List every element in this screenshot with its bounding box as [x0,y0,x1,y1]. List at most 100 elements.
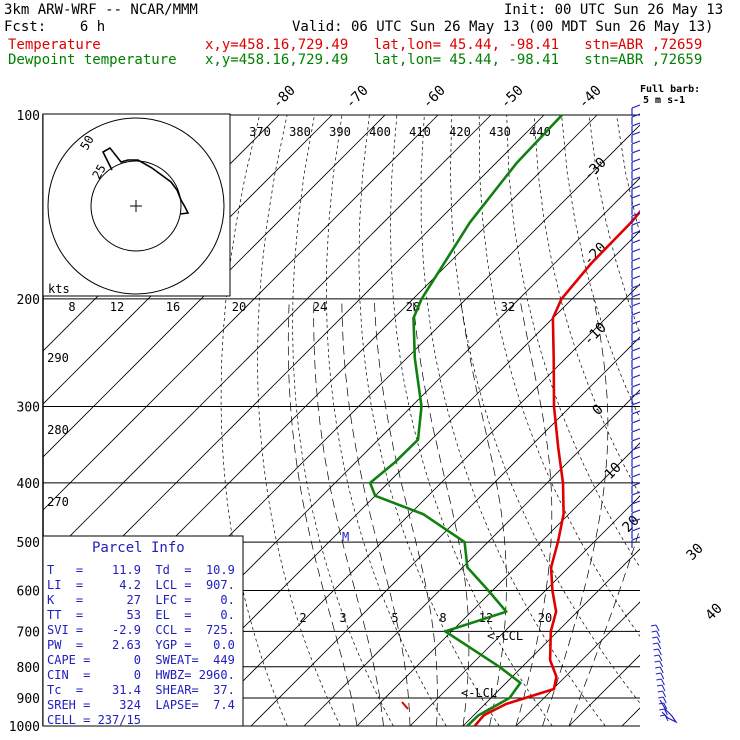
hodograph-units: kts [48,282,70,296]
wind-barb-flag [658,696,664,699]
forecast-hour: Fcst: 6 h [4,19,106,35]
wind-barb-flag [631,185,641,190]
mixing-ratio-label: 2 [299,611,306,625]
isotherm-tick-label: 30 [684,541,707,564]
wind-barb [656,630,661,638]
dry-adiabat [506,114,640,569]
wind-barb-flag [656,684,663,687]
wind-barb-flag [653,654,660,657]
valid-time: Valid: 06 UTC Sun 26 May 13 (00 MDT Sun … [292,19,714,35]
theta-e-label: 400 [369,125,391,139]
dewpoint-profile [368,114,563,726]
theta-e-label: 430 [489,125,511,139]
wind-barb-flag [631,491,641,496]
wind-barb-flag [631,518,641,523]
mixing-ratio-label: 20 [538,611,552,625]
wind-barb-flag [631,464,641,469]
isotherm-line [43,114,386,458]
wind-barb-flag [631,419,641,424]
wind-barb-flag [631,329,641,334]
wind-barb-flag [631,104,641,109]
moist-adiabat [313,298,384,726]
mixing-ratio-label: 8 [439,611,446,625]
parcel-row: TT = 53 EL = 0. [47,608,235,622]
wind-barb [657,642,662,650]
isotherm-line [43,114,545,617]
wind-barb-flag [658,702,664,705]
isotherm-tick-label: -30 [581,155,610,184]
isotherm-line [356,442,640,726]
mixing-ratio-label: 32 [501,300,515,314]
pressure-tick-label: 500 [17,536,40,551]
dry-adiabat [358,114,500,726]
pressure-tick-label: 800 [17,661,40,676]
temperature-location: x,y=458.16,729.49 lat,lon= 45.44, -98.41… [205,37,703,53]
isotherm-tick-label: 20 [620,513,643,536]
mixing-ratio-label: 24 [313,300,327,314]
wind-barb-flag [631,374,641,379]
isotherm-tick-label: -80 [270,83,299,112]
parcel-row: SVI = -2.9 CCL = 725. [47,623,235,637]
moist-adiabat [542,298,609,726]
wind-barb [660,678,665,686]
pressure-tick-label: 300 [17,401,40,416]
wind-barb-flag [631,239,641,244]
wind-barb-flag [654,660,660,663]
theta-e-label: 420 [449,125,471,139]
wind-barb-flag [631,158,641,163]
wind-barb [663,708,668,716]
isotherm-line [462,548,640,726]
ccl-marker: <-CCL [487,629,523,643]
temperature-legend: Temperature [8,37,101,53]
wind-barb-flag [631,230,641,235]
dry-adiabat [699,115,740,726]
isotherm-line [409,495,640,726]
lcl-marker: <-LCL [461,686,497,700]
hodograph-ring-label-50: 50 [77,133,96,153]
wind-barb [656,636,661,644]
wind-barb-flag [631,113,641,118]
barb-legend-title: Full barb: [640,84,700,95]
wind-barb-flag [631,347,641,352]
model-title: 3km ARW-WRF -- NCAR/MMM [4,2,198,18]
isotherm-tick-label: -60 [420,83,449,112]
temperature-profile [473,209,640,726]
wind-barb [658,654,663,662]
parcel-row: K = 27 LFC = 0. [47,593,235,607]
dry-adiabat [450,114,640,704]
mixing-ratio-label: 8 [68,300,75,314]
wind-barb-flag [631,428,641,433]
wind-barb-flag [659,708,665,711]
m-marker: M [342,530,349,544]
isotherm-tick-label: -40 [576,83,605,112]
dry-adiabat [616,114,640,235]
pressure-tick-label: 1000 [9,720,40,735]
wind-barb [663,702,668,710]
wind-barb-flag [631,284,641,289]
isotherm-tick-label: -50 [498,83,527,112]
wind-barb-flag [651,630,657,633]
isotherm-tick-label: 0 [590,402,607,419]
wind-barb [655,624,660,632]
wind-barb-flag [631,320,641,325]
wind-barb-flag [631,248,641,253]
init-time: Init: 00 UTC Sun 26 May 13 [504,2,724,18]
theta-label: 270 [47,495,69,509]
wind-barb-flag [656,678,662,681]
wind-barb-flag [655,672,661,675]
wind-barb-flag [631,266,641,271]
hodograph-ring [90,160,182,252]
mixing-ratio-label: 12 [110,300,124,314]
moist-adiabat [460,298,507,726]
wind-barb-flag [631,293,641,298]
dry-adiabat [726,115,740,726]
hodograph-trace [101,146,190,215]
isotherm-line [675,115,740,726]
parcel-info-title: Parcel Info [92,540,185,556]
wind-barb-flag [652,642,658,645]
wind-barb [659,660,664,668]
dewpoint-legend: Dewpoint temperature [8,52,177,68]
theta-label: 280 [47,423,69,437]
